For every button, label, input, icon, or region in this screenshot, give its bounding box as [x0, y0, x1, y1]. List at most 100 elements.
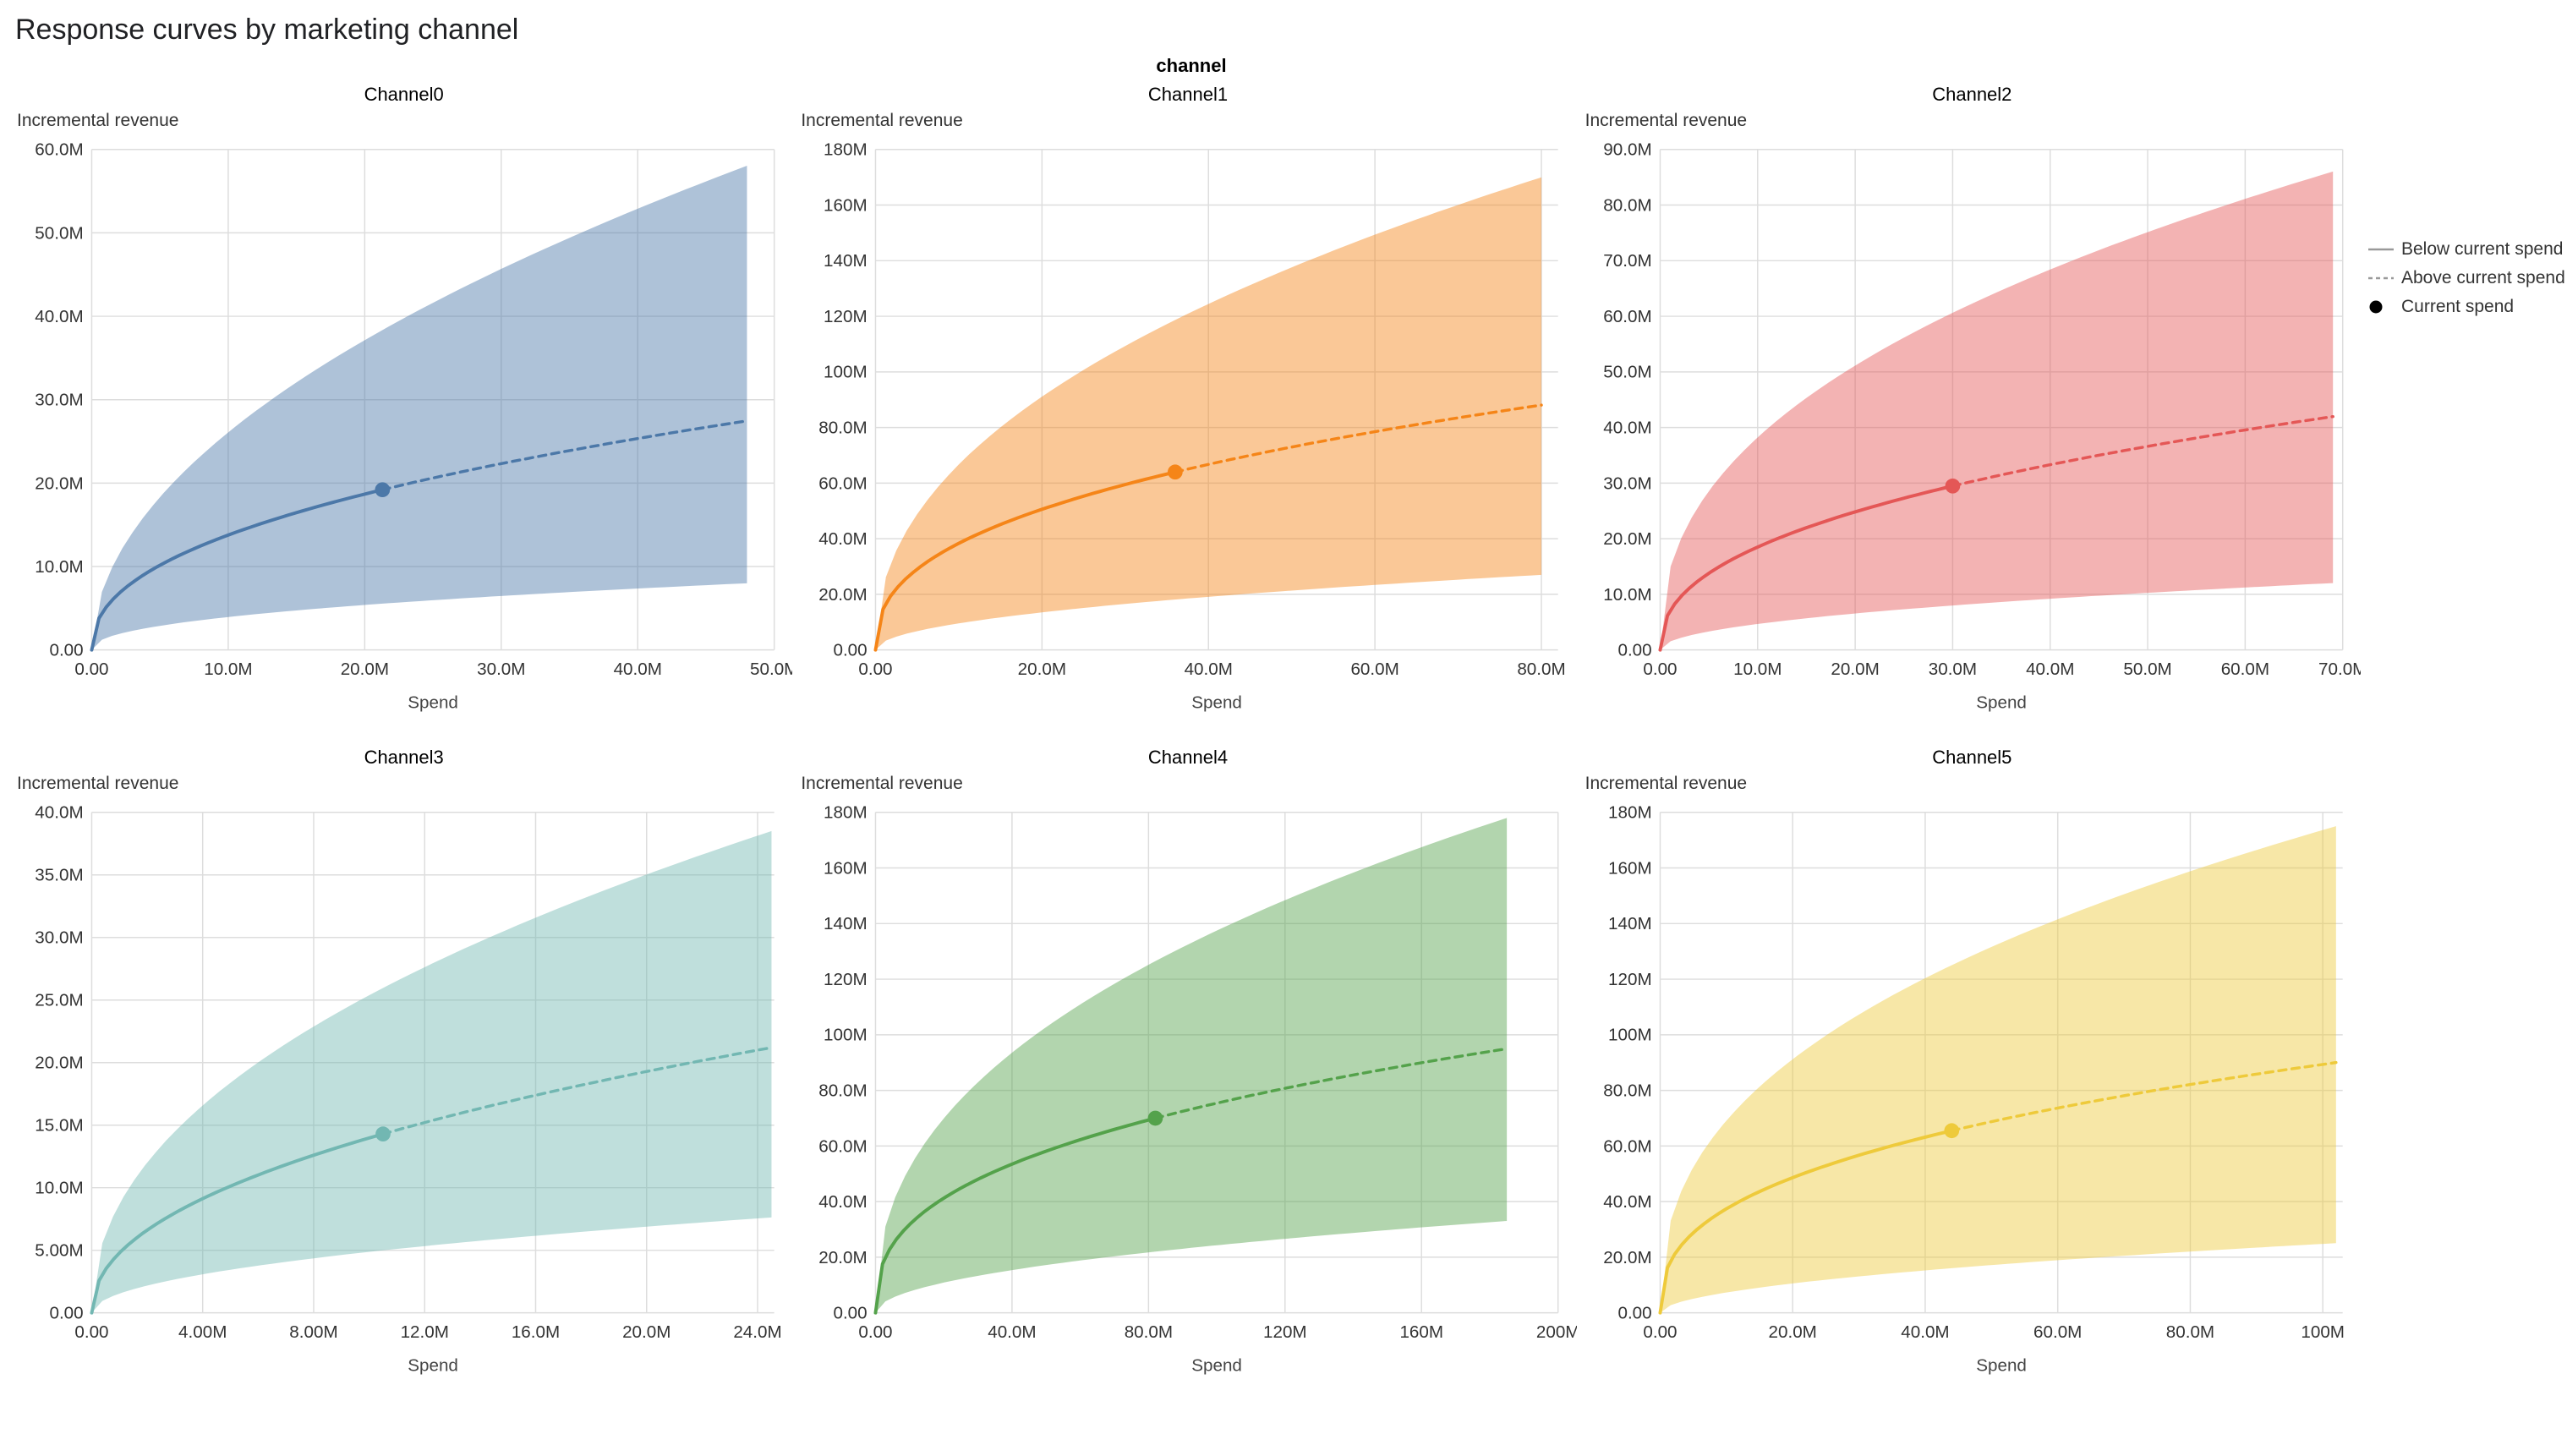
y-tick-label: 60.0M — [1603, 1137, 1651, 1157]
current-spend-dot — [1944, 1123, 1959, 1139]
x-tick-label: 20.0M — [1018, 660, 1066, 679]
y-tick-label: 40.0M — [35, 803, 83, 823]
y-tick-label: 30.0M — [1603, 473, 1651, 493]
y-tick-label: 10.0M — [1603, 585, 1651, 605]
y-axis-title: Incremental revenue — [17, 111, 179, 130]
x-axis-title: Spend — [1192, 693, 1243, 713]
y-tick-label: 140M — [1608, 914, 1652, 933]
y-tick-label: 160M — [1608, 859, 1652, 879]
page-title: Response curves by marketing channel — [15, 14, 519, 46]
mean-curve-below-current-spend — [873, 1116, 1158, 1315]
x-tick-label: 12.0M — [401, 1322, 449, 1342]
y-tick-label: 30.0M — [35, 928, 83, 948]
x-tick-label: 30.0M — [477, 660, 525, 679]
plot-area: 0.00 10.0M 20.0M 30.0M 40.0M 50.0M 0.00 10.0M 20… — [35, 140, 792, 713]
mean-curve-above-current-spend — [1154, 1047, 1509, 1120]
x-axis-title: Spend — [408, 1356, 458, 1376]
x-tick-label: 40.0M — [2026, 660, 2074, 679]
confidence-band — [91, 166, 747, 650]
y-tick-label: 10.0M — [35, 557, 83, 577]
x-tick-label: 8.00M — [289, 1322, 337, 1342]
y-tick-label: 160M — [824, 859, 868, 879]
y-tick-label: 100M — [1608, 1026, 1652, 1045]
confidence-band — [875, 818, 1508, 1313]
y-tick-label: 100M — [824, 363, 868, 382]
y-tick-label: 0.00 — [834, 641, 868, 660]
y-tick-label: 20.0M — [1603, 1248, 1651, 1267]
y-tick-label: 60.0M — [1603, 307, 1651, 326]
mean-curve-below-current-spend — [90, 488, 385, 652]
plot-area: 0.00 20.0M 40.0M 60.0M 80.0M 100M 0.00 20.0M 40.… — [1603, 803, 2345, 1376]
x-tick-label: 0.00 — [859, 660, 893, 679]
legend-label: Below current spend — [2400, 239, 2564, 259]
y-tick-label: 70.0M — [1603, 251, 1651, 271]
x-tick-label: 20.0M — [622, 1322, 670, 1342]
x-tick-label: 160M — [1400, 1322, 1444, 1342]
current-spend-dot — [1945, 478, 1960, 494]
y-tick-label: 20.0M — [35, 473, 83, 493]
y-tick-label: 80.0M — [819, 418, 868, 437]
y-tick-label: 35.0M — [35, 866, 83, 885]
response-curve-chart: Channel1 Incremental revenue 0.00 20.0M 40… — [799, 82, 1576, 720]
mean-curve-below-current-spend — [1658, 1129, 1953, 1315]
plot-area: 0.00 20.0M 40.0M 60.0M 80.0M 0.00 20.0M 40.0M 60… — [819, 140, 1566, 713]
x-tick-label: 0.00 — [1643, 1322, 1677, 1342]
mean-curve-below-current-spend — [1658, 484, 1955, 652]
y-tick-label: 0.00 — [1617, 1304, 1651, 1323]
y-axis-title: Incremental revenue — [801, 774, 963, 794]
mean-curve-below-current-spend — [873, 470, 1178, 652]
x-tick-label: 0.00 — [74, 660, 108, 679]
legend-item-above-current-spend: Above current spend — [2367, 268, 2565, 288]
y-tick-label: 60.0M — [35, 140, 83, 160]
response-curve-chart: Channel3 Incremental revenue 0.00 4.00M 8.… — [15, 745, 792, 1382]
y-tick-label: 120M — [1608, 970, 1652, 989]
y-tick-label: 50.0M — [35, 223, 83, 243]
charts-container: Channel0 Incremental revenue 0.00 10.0M 20… — [15, 82, 2361, 1383]
x-tick-label: 60.0M — [2033, 1322, 2082, 1342]
confidence-band — [1660, 171, 2333, 650]
x-axis-title: Spend — [1192, 1356, 1243, 1376]
x-tick-label: 20.0M — [341, 660, 389, 679]
x-tick-label: 20.0M — [1768, 1322, 1816, 1342]
y-tick-label: 20.0M — [35, 1054, 83, 1073]
plot-area: 0.00 4.00M 8.00M 12.0M 16.0M 20.0M 24.0M 0.00 5.… — [35, 803, 781, 1376]
chart-title: Channel3 — [364, 747, 444, 769]
y-tick-label: 120M — [824, 307, 868, 326]
x-tick-label: 40.0M — [1185, 660, 1233, 679]
x-tick-label: 0.00 — [74, 1322, 108, 1342]
chart-title: Channel5 — [1932, 747, 2012, 769]
y-tick-label: 90.0M — [1603, 140, 1651, 160]
x-tick-label: 40.0M — [988, 1322, 1037, 1342]
x-tick-label: 100M — [2301, 1322, 2345, 1342]
confidence-band — [91, 831, 772, 1313]
y-tick-label: 140M — [824, 914, 868, 933]
y-tick-label: 60.0M — [819, 473, 868, 493]
y-tick-label: 25.0M — [35, 991, 83, 1010]
mean-curve-above-current-spend — [380, 419, 749, 491]
solid-line-icon — [2367, 248, 2394, 251]
response-curve-chart: Channel2 Incremental revenue 0.00 10.0M 20… — [1584, 82, 2361, 720]
x-tick-label: 120M — [1263, 1322, 1307, 1342]
response-curve-chart: Channel5 Incremental revenue 0.00 20.0M 40… — [1584, 745, 2361, 1382]
dot-icon — [2369, 300, 2383, 314]
x-tick-label: 10.0M — [204, 660, 252, 679]
y-tick-label: 20.0M — [819, 585, 868, 605]
y-tick-label: 80.0M — [819, 1081, 868, 1101]
y-tick-label: 180M — [824, 803, 868, 823]
y-axis-title: Incremental revenue — [17, 774, 179, 794]
x-tick-label: 80.0M — [2165, 1322, 2214, 1342]
y-axis-title: Incremental revenue — [801, 111, 963, 130]
x-tick-label: 16.0M — [512, 1322, 560, 1342]
x-tick-label: 10.0M — [1733, 660, 1782, 679]
y-tick-label: 5.00M — [35, 1241, 83, 1261]
y-tick-label: 0.00 — [49, 1304, 83, 1323]
y-tick-label: 20.0M — [819, 1248, 868, 1267]
x-axis-title: Spend — [408, 693, 458, 713]
y-tick-label: 40.0M — [1603, 1192, 1651, 1212]
y-tick-label: 100M — [824, 1026, 868, 1045]
mean-curve-below-current-spend — [90, 1132, 385, 1315]
confidence-band — [1660, 826, 2336, 1313]
legend-item-current-spend: Current spend — [2367, 297, 2552, 317]
y-tick-label: 40.0M — [1603, 418, 1651, 437]
dashed-line-icon — [2367, 276, 2394, 280]
